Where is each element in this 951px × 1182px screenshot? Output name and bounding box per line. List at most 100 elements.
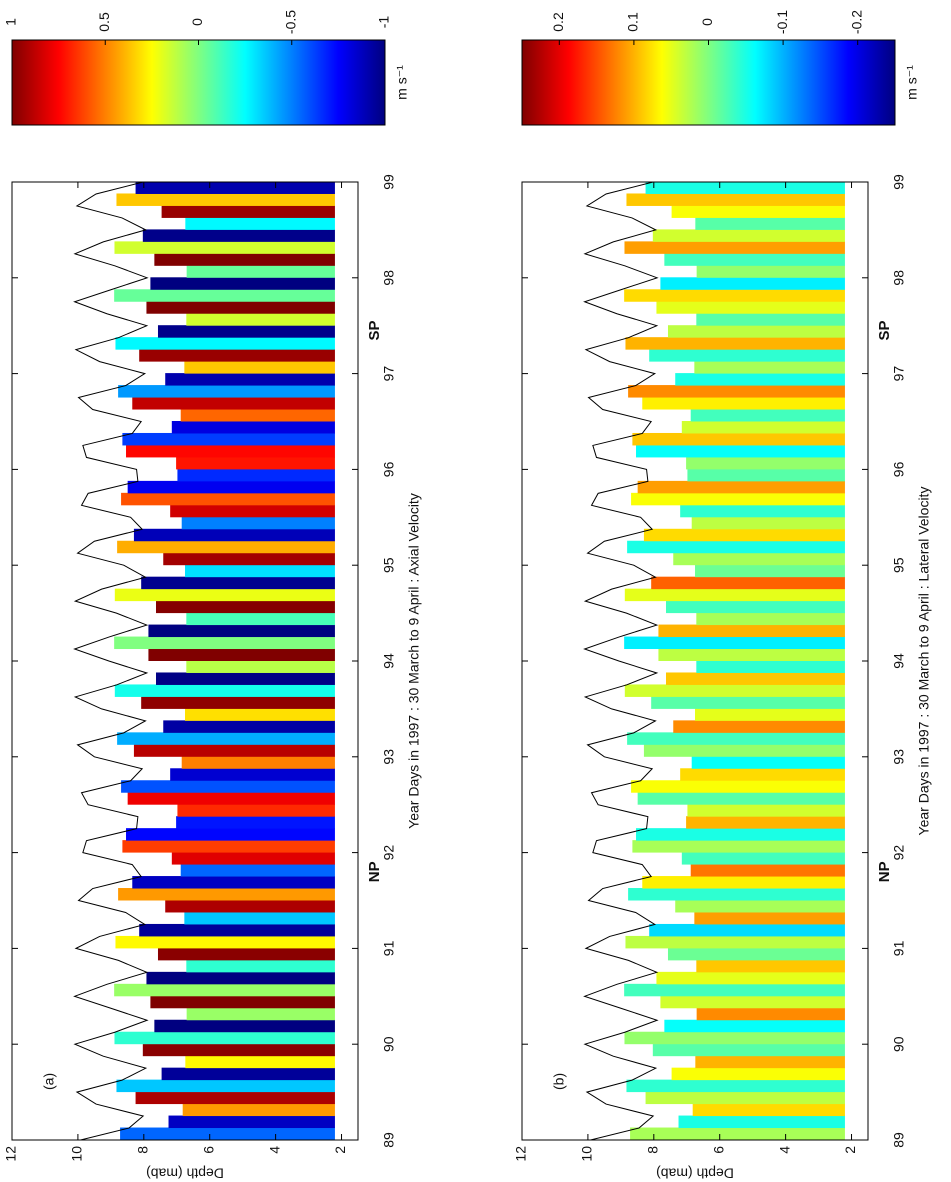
heat-cell bbox=[184, 361, 335, 374]
x-axis-label: Year Days in 1997 : 30 March to 9 April … bbox=[406, 493, 422, 829]
heat-cell bbox=[680, 768, 845, 781]
heat-cell bbox=[156, 672, 335, 685]
heat-cell bbox=[690, 864, 845, 877]
x-tick-label: 92 bbox=[891, 845, 907, 861]
heat-cell bbox=[114, 241, 335, 254]
heat-cell bbox=[121, 492, 335, 506]
heat-cell bbox=[695, 1055, 845, 1069]
heat-cell bbox=[666, 600, 845, 614]
y-tick-label: 8 bbox=[135, 1146, 151, 1154]
heat-cell bbox=[642, 876, 845, 889]
colorbar-tick-label: 0 bbox=[189, 18, 205, 26]
heat-cell bbox=[157, 325, 335, 338]
heat-cell bbox=[636, 444, 845, 458]
heat-cell bbox=[183, 170, 335, 182]
heat-cell bbox=[645, 1091, 845, 1105]
heat-cell bbox=[117, 732, 335, 745]
x-axis-label: Year Days in 1997 : 30 March to 9 April … bbox=[916, 487, 932, 836]
heat-cell bbox=[161, 1067, 335, 1081]
x-tick-label: 96 bbox=[891, 461, 907, 477]
heat-cell bbox=[126, 444, 335, 458]
colorbar-tick-label: -0.1 bbox=[774, 10, 790, 34]
heat-cell bbox=[631, 492, 845, 506]
heat-cell bbox=[132, 876, 335, 889]
x-tick-label: 90 bbox=[891, 1036, 907, 1052]
heat-cell bbox=[148, 624, 335, 638]
surface-line bbox=[583, 182, 659, 1140]
heat-cell bbox=[180, 409, 335, 422]
heat-cell bbox=[626, 1079, 845, 1093]
x-tick-label: 93 bbox=[891, 749, 907, 765]
heat-cell bbox=[692, 1103, 845, 1117]
plot-area bbox=[12, 170, 358, 1140]
heat-cell bbox=[185, 564, 335, 578]
heat-cell bbox=[696, 265, 845, 278]
x-tick-label: 89 bbox=[381, 1132, 397, 1148]
heat-cell bbox=[687, 468, 845, 482]
heat-cell bbox=[667, 325, 845, 338]
heat-cell bbox=[150, 277, 335, 290]
heat-cell bbox=[114, 983, 335, 997]
colorbar bbox=[11, 39, 386, 126]
heat-cell bbox=[186, 265, 335, 278]
heat-cell bbox=[632, 432, 845, 446]
panel-label: (b) bbox=[551, 1073, 567, 1090]
x-tick-label: 97 bbox=[381, 366, 397, 382]
heat-cell bbox=[651, 576, 845, 590]
x-tick-label: 94 bbox=[381, 653, 397, 669]
heat-cell bbox=[126, 828, 335, 841]
heat-cell bbox=[163, 720, 335, 733]
y-tick-label: 12 bbox=[513, 1146, 529, 1162]
heat-cell bbox=[675, 900, 845, 913]
heat-cell bbox=[624, 983, 845, 997]
heat-cell bbox=[624, 636, 845, 650]
heat-cell bbox=[690, 409, 845, 422]
heat-cell bbox=[693, 170, 845, 182]
heat-cell bbox=[637, 792, 845, 805]
heat-cell bbox=[686, 456, 845, 470]
heat-cell bbox=[628, 385, 845, 398]
x-tick-label: 91 bbox=[381, 940, 397, 956]
x-tick-label: 93 bbox=[381, 749, 397, 765]
annotation: SP bbox=[366, 320, 383, 340]
heat-cell bbox=[186, 959, 335, 973]
heat-cell bbox=[171, 420, 335, 434]
heat-cell bbox=[115, 337, 335, 350]
x-tick-label: 97 bbox=[891, 366, 907, 382]
heat-cell bbox=[114, 1031, 335, 1045]
heat-cell bbox=[161, 205, 335, 218]
heat-cell bbox=[671, 1067, 845, 1081]
heat-cell bbox=[163, 552, 335, 566]
colorbar-tick-label: 0 bbox=[699, 18, 715, 26]
heat-cell bbox=[624, 684, 845, 697]
surface-line bbox=[73, 182, 149, 1140]
heat-cell bbox=[186, 612, 335, 626]
heat-cell bbox=[127, 480, 335, 494]
colorbar-unit: m s⁻¹ bbox=[394, 65, 410, 100]
colorbar-tick-label: -0.5 bbox=[282, 10, 298, 34]
annotation: SP bbox=[876, 320, 893, 340]
heat-cell bbox=[695, 564, 845, 578]
heat-cell bbox=[121, 780, 335, 793]
heat-cell bbox=[691, 756, 845, 769]
heat-cell bbox=[649, 923, 845, 937]
y-tick-label: 6 bbox=[710, 1146, 726, 1154]
heat-cell bbox=[186, 1007, 335, 1021]
heat-cell bbox=[114, 588, 335, 602]
y-axis-label: Depth (mab) bbox=[146, 1165, 224, 1181]
heat-cell bbox=[696, 1007, 845, 1021]
heat-cell bbox=[165, 373, 335, 386]
heat-cell bbox=[687, 804, 845, 817]
heat-cell bbox=[696, 959, 845, 973]
heat-cell bbox=[630, 1127, 845, 1140]
heat-cell bbox=[156, 600, 335, 614]
heat-cell bbox=[664, 253, 845, 266]
colorbar-tick-label: 0.2 bbox=[550, 12, 566, 32]
x-tick-label: 99 bbox=[381, 174, 397, 190]
heat-cell bbox=[180, 864, 335, 877]
annotation: NP bbox=[876, 861, 893, 882]
heat-cell bbox=[122, 432, 335, 446]
heat-cell bbox=[185, 217, 335, 230]
heat-cell bbox=[694, 361, 845, 374]
